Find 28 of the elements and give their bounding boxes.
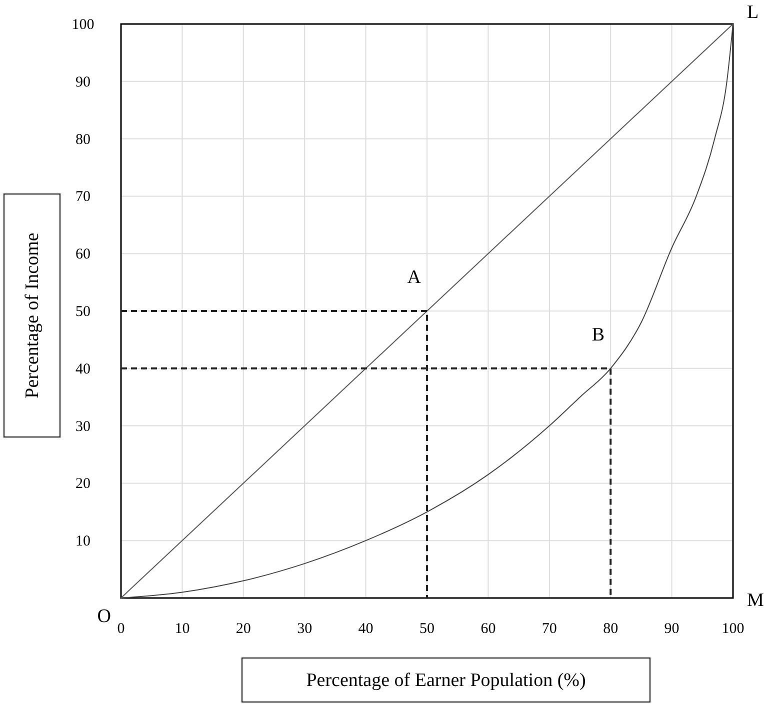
x-tick-label: 10 xyxy=(174,621,190,637)
y-tick-label: 60 xyxy=(76,246,90,263)
y-tick-label: 30 xyxy=(76,418,90,435)
x-tick-label: 90 xyxy=(664,621,680,637)
x-axis-title: Percentage of Earner Population (%) xyxy=(306,670,586,691)
y-tick-label: 80 xyxy=(76,132,90,148)
text: M xyxy=(747,590,764,611)
y-tick-label: 50 xyxy=(76,304,90,320)
x-tick-label: 20 xyxy=(236,621,251,637)
x-tick-label: 70 xyxy=(542,621,557,637)
x-tick-label: 40 xyxy=(358,621,374,637)
x-tick-label: 50 xyxy=(420,621,434,637)
y-axis-title: Percentage of Income xyxy=(22,232,43,398)
y-tick-label: 90 xyxy=(76,74,90,90)
y-tick-label: 10 xyxy=(76,534,90,550)
annotation: O xyxy=(97,606,111,627)
x-tick-label: 100 xyxy=(722,621,744,637)
x-tick-label: 60 xyxy=(480,621,496,637)
y-tick-label: 70 xyxy=(76,189,90,206)
y-tick-label: 100 xyxy=(72,17,94,33)
y-tick-label: 20 xyxy=(76,476,90,492)
x-tick-label: 30 xyxy=(297,621,312,637)
annotation: A xyxy=(407,267,422,288)
annotation: L xyxy=(747,2,759,23)
x-tick-label: 80 xyxy=(603,621,618,637)
annotation: B xyxy=(592,324,605,346)
x-tick-label: 0 xyxy=(117,621,125,637)
y-tick-label: 40 xyxy=(76,361,90,378)
